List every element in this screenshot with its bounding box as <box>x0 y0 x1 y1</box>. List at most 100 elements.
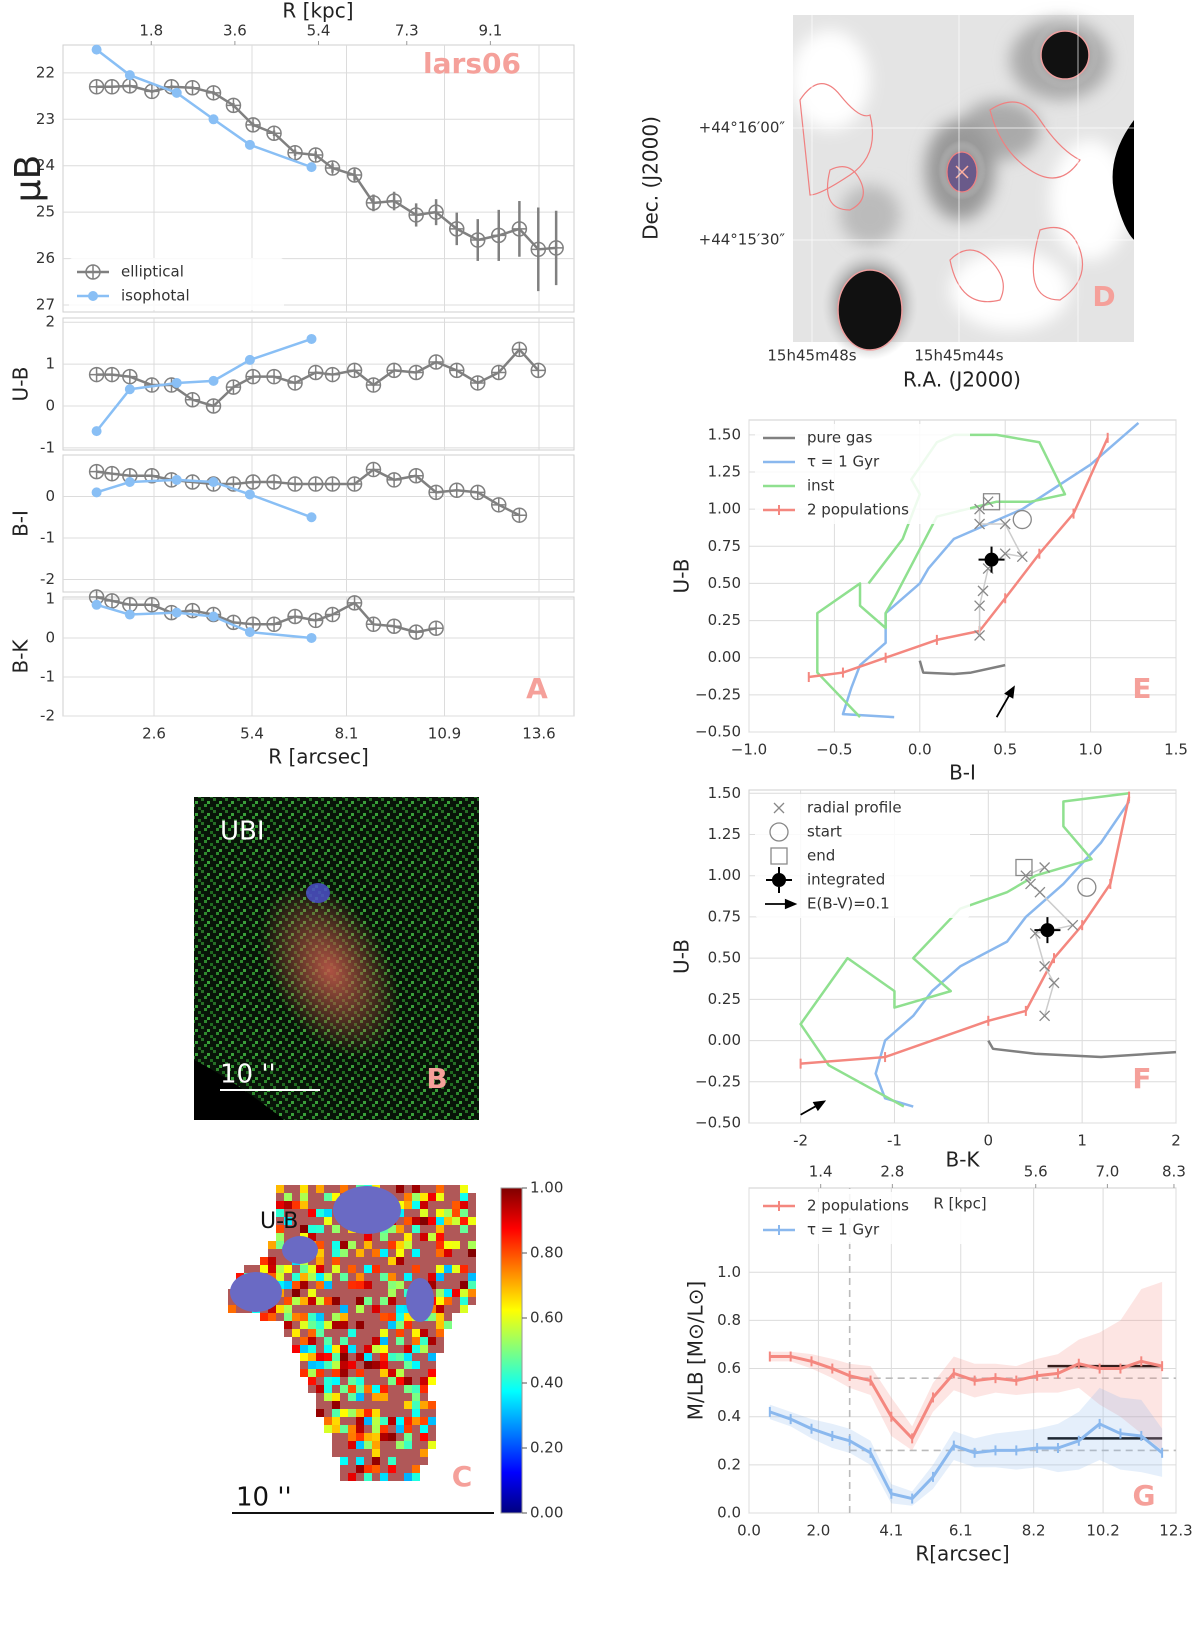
pixel <box>380 1465 388 1473</box>
marker <box>88 463 105 480</box>
pixel <box>364 1241 372 1249</box>
pixel <box>276 1257 284 1265</box>
colorbar-tick-label: 0.20 <box>530 1439 563 1457</box>
series-line <box>96 478 312 519</box>
y-tick-label: 23 <box>36 110 55 128</box>
pixel <box>348 1265 356 1273</box>
x-tick-label: 2.6 <box>142 725 166 743</box>
pixel <box>316 1409 324 1417</box>
x-axis-label: R [arcsec] <box>268 745 369 769</box>
pixel <box>372 1433 380 1441</box>
pixel <box>388 1409 396 1417</box>
pixel <box>460 1305 468 1313</box>
pixel <box>316 1289 324 1297</box>
pixel <box>468 1297 476 1305</box>
pixel <box>324 1345 332 1353</box>
pixel <box>356 1433 364 1441</box>
pixel <box>452 1225 460 1233</box>
pixel <box>316 1185 324 1193</box>
pixel <box>340 1393 348 1401</box>
pixel <box>404 1465 412 1473</box>
pixel <box>236 1305 244 1313</box>
x-axis-label: B-K <box>945 1148 980 1172</box>
pixel <box>284 1305 292 1313</box>
pixel <box>396 1393 404 1401</box>
pixel <box>348 1377 356 1385</box>
panel-label: D <box>1092 280 1115 313</box>
pixel <box>444 1305 452 1313</box>
pixel <box>468 1257 476 1265</box>
y-tick-label: 0.0 <box>717 1504 741 1522</box>
pixel <box>452 1281 460 1289</box>
pixel <box>380 1441 388 1449</box>
pixel <box>332 1241 340 1249</box>
pixel <box>372 1457 380 1465</box>
pixel <box>340 1449 348 1457</box>
pixel <box>380 1433 388 1441</box>
pixel <box>396 1449 404 1457</box>
pixel <box>332 1441 340 1449</box>
x2-axis-label: R [kpc] <box>282 0 353 23</box>
pixel <box>324 1233 332 1241</box>
pixel <box>340 1369 348 1377</box>
pixel <box>428 1337 436 1345</box>
pixel <box>308 1321 316 1329</box>
pixel <box>300 1265 308 1273</box>
pixel <box>468 1241 476 1249</box>
pixel <box>292 1297 300 1305</box>
pixel <box>340 1257 348 1265</box>
pixel <box>404 1441 412 1449</box>
pixel <box>388 1273 396 1281</box>
pixel <box>324 1225 332 1233</box>
pixel <box>428 1377 436 1385</box>
pixel <box>316 1209 324 1217</box>
pixel <box>372 1345 380 1353</box>
pixel <box>324 1281 332 1289</box>
pixel <box>276 1185 284 1193</box>
pixel <box>388 1417 396 1425</box>
marker <box>88 79 105 95</box>
pixel <box>356 1329 364 1337</box>
pixel <box>332 1233 340 1241</box>
marker <box>245 368 261 385</box>
pixel <box>380 1305 388 1313</box>
pixel <box>364 1313 372 1321</box>
pixel <box>468 1201 476 1209</box>
pixel <box>300 1345 308 1353</box>
pixel <box>388 1377 396 1385</box>
pixel <box>428 1281 436 1289</box>
pixel <box>284 1201 292 1209</box>
pixel <box>284 1225 292 1233</box>
pixel <box>468 1217 476 1225</box>
pixel <box>428 1217 436 1225</box>
pixel <box>324 1193 332 1201</box>
dec-label: Dec. (J2000) <box>639 116 663 240</box>
marker <box>124 476 135 487</box>
pixel <box>460 1265 468 1273</box>
x2-tick-label: 7.3 <box>395 22 419 40</box>
pixel <box>388 1241 396 1249</box>
pixel <box>348 1345 356 1353</box>
pixel <box>300 1313 308 1321</box>
pixel <box>332 1353 340 1361</box>
colorbar-tick-label: 0.80 <box>530 1244 563 1262</box>
pixel <box>356 1305 364 1313</box>
pixel <box>436 1185 444 1193</box>
blue-knot <box>306 883 330 903</box>
pixel <box>420 1321 428 1329</box>
pixel <box>340 1273 348 1281</box>
pixel <box>436 1321 444 1329</box>
pixel <box>348 1297 356 1305</box>
pixel <box>316 1313 324 1321</box>
pixel <box>276 1305 284 1313</box>
pixel <box>372 1313 380 1321</box>
x-tick-label: 0 <box>984 1132 994 1150</box>
panel-label: C <box>452 1460 473 1493</box>
pixel <box>284 1329 292 1337</box>
marker <box>324 606 341 623</box>
pixel <box>364 1329 372 1337</box>
pixel <box>340 1433 348 1441</box>
y-tick-label: 1.50 <box>708 784 741 802</box>
pixel <box>420 1457 428 1465</box>
